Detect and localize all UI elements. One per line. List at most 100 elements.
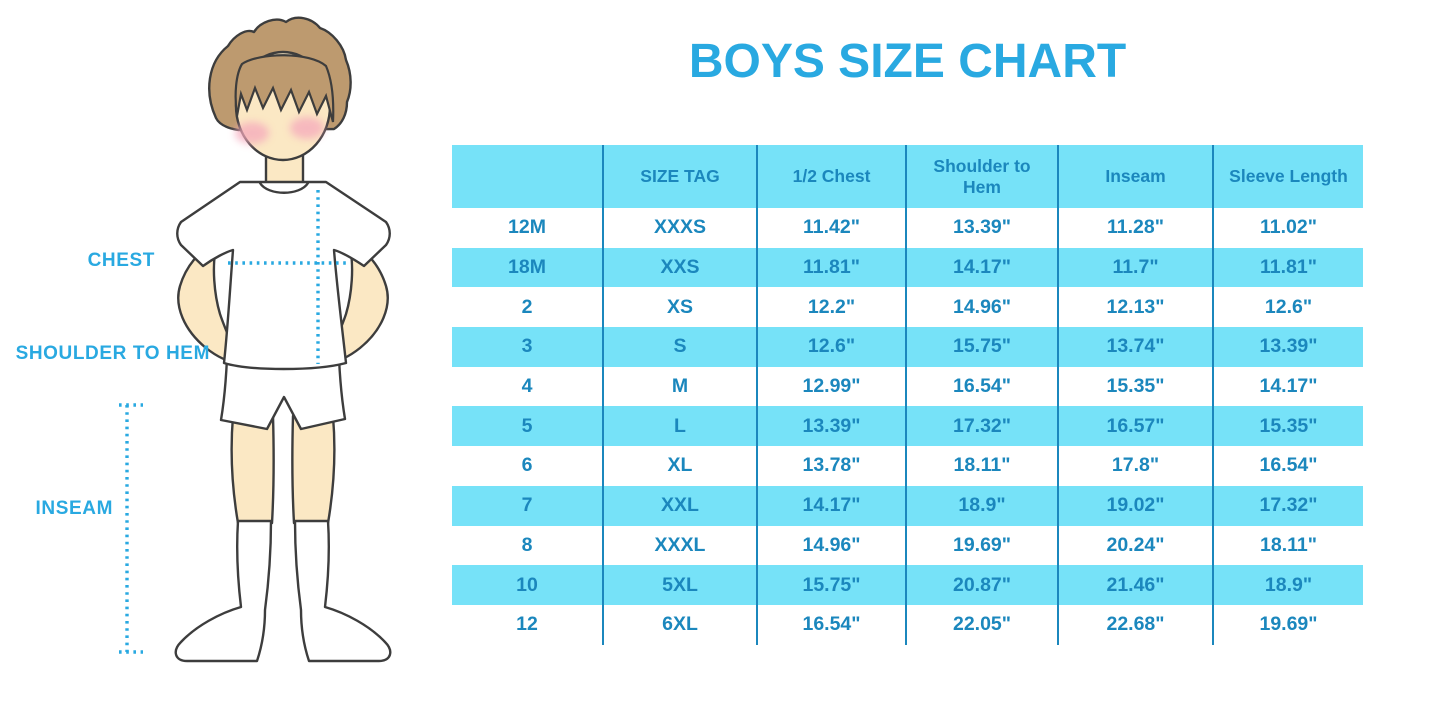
size-chart-content: BOYS SIZE CHART SIZE TAG 1/2 Chest Shoul… [452,0,1363,723]
shoulder-to-hem-label: SHOULDER TO HEM [15,343,210,364]
measurement-cell: 20.24" [1057,525,1213,566]
measurement-cell: 14.17" [756,485,906,526]
measurement-cell: 19.02" [1057,485,1213,526]
measurement-cell: L [602,406,757,447]
measurement-cell: 14.17" [905,247,1058,288]
measurement-cell: 15.75" [905,327,1058,367]
size-label-cell: 12M [452,208,603,248]
cheek-blush [235,122,269,144]
measurement-cell: 13.39" [905,208,1058,248]
measurement-cell: 12.2" [756,287,906,328]
size-label-cell: 12 [452,604,603,645]
measurement-cell: 12.99" [756,366,906,407]
sock [174,519,273,663]
measurement-cell: 19.69" [905,525,1058,566]
page-title: BOYS SIZE CHART [688,35,1127,88]
table-row: 6 XL 13.78" 18.11" 17.8" 16.54" [452,446,1363,486]
t-shirt [176,180,391,371]
leg [230,414,275,525]
measurement-cell: 11.81" [756,247,906,288]
size-label-cell: 6 [452,446,603,486]
measurement-cell: S [602,327,757,367]
column-header-sleeve-length: Sleeve Length [1212,145,1363,208]
measurement-cell: 17.32" [905,406,1058,447]
measurement-cell: 15.75" [756,565,906,605]
measurement-cell: XXL [602,485,757,526]
size-table-body: 12M XXXS 11.42" 13.39" 11.28" 11.02" 18M XXS 11.… [452,208,1363,645]
measurement-cell: 15.35" [1057,366,1213,407]
measurement-cell: 21.46" [1057,565,1213,605]
measurement-cell: 16.54" [1212,446,1363,486]
size-label-cell: 3 [452,327,603,367]
measurement-cell: 11.7" [1057,247,1213,288]
column-header-half-chest: 1/2 Chest [756,145,906,208]
measurement-cell: 11.28" [1057,208,1213,248]
hair-fringe [234,54,335,123]
measurement-cell: XXXL [602,525,757,566]
table-row: 3 S 12.6" 15.75" 13.74" 13.39" [452,327,1363,367]
size-label-cell: 2 [452,287,603,328]
measurement-cell: 17.32" [1212,485,1363,526]
shorts [219,356,347,431]
cheek-blush [290,117,324,139]
measurement-cell: 19.69" [1212,604,1363,645]
measurement-cell: 22.68" [1057,604,1213,645]
table-row: 12 6XL 16.54" 22.05" 22.68" 19.69" [452,604,1363,645]
column-header-inseam: Inseam [1057,145,1213,208]
measurement-cell: 14.96" [756,525,906,566]
measurement-cell: M [602,366,757,407]
boy-illustration [119,16,392,663]
measurement-cell: 20.87" [905,565,1058,605]
column-header-size [452,145,603,208]
measurement-cell: 18.9" [905,485,1058,526]
measurement-cell: 16.57" [1057,406,1213,447]
measurement-cell: 16.54" [756,604,906,645]
inseam-label: INSEAM [35,498,113,519]
size-label-cell: 5 [452,406,603,447]
size-label-cell: 10 [452,565,603,605]
table-header-row: SIZE TAG 1/2 Chest Shoulder to Hem Insea… [452,145,1363,208]
measurement-cell: 13.78" [756,446,906,486]
measurement-cell: 16.54" [905,366,1058,407]
measurement-cell: 15.35" [1212,406,1363,447]
measurement-cell: 18.11" [905,446,1058,486]
measurement-cell: 18.11" [1212,525,1363,566]
measurement-cell: XL [602,446,757,486]
measurement-cell: 5XL [602,565,757,605]
measurement-cell: XS [602,287,757,328]
chest-label: CHEST [87,250,155,271]
measurement-cell: 12.13" [1057,287,1213,328]
table-row: 7 XXL 14.17" 18.9" 19.02" 17.32" [452,485,1363,526]
measurement-cell: 11.81" [1212,247,1363,288]
size-label-cell: 8 [452,525,603,566]
measurement-cell: 18.9" [1212,565,1363,605]
measurement-cell: 12.6" [756,327,906,367]
table-row: 4 M 12.99" 16.54" 15.35" 14.17" [452,366,1363,407]
measurement-cell: 14.17" [1212,366,1363,407]
table-row: 10 5XL 15.75" 20.87" 21.46" 18.9" [452,565,1363,605]
measurement-cell: 14.96" [905,287,1058,328]
measurement-cell: 11.02" [1212,208,1363,248]
column-header-shoulder-to-hem: Shoulder to Hem [905,145,1058,208]
table-row: 18M XXS 11.81" 14.17" 11.7" 11.81" [452,247,1363,288]
table-row: 8 XXXL 14.96" 19.69" 20.24" 18.11" [452,525,1363,566]
measurement-cell: 13.39" [756,406,906,447]
table-row: 12M XXXS 11.42" 13.39" 11.28" 11.02" [452,208,1363,248]
measurement-cell: 11.42" [756,208,906,248]
leg [291,414,336,525]
measurement-cell: 17.8" [1057,446,1213,486]
size-label-cell: 7 [452,485,603,526]
size-table: SIZE TAG 1/2 Chest Shoulder to Hem Insea… [452,145,1363,645]
measurement-cell: 13.74" [1057,327,1213,367]
size-label-cell: 18M [452,247,603,288]
measurement-cell: 13.39" [1212,327,1363,367]
table-row: 2 XS 12.2" 14.96" 12.13" 12.6" [452,287,1363,328]
size-label-cell: 4 [452,366,603,407]
measurement-cell: 22.05" [905,604,1058,645]
table-row: 5 L 13.39" 17.32" 16.57" 15.35" [452,406,1363,447]
measurement-diagram: CHEST SHOULDER TO HEM INSEAM [0,0,450,723]
column-header-size-tag: SIZE TAG [602,145,757,208]
measurement-cell: 12.6" [1212,287,1363,328]
measurement-cell: XXS [602,247,757,288]
